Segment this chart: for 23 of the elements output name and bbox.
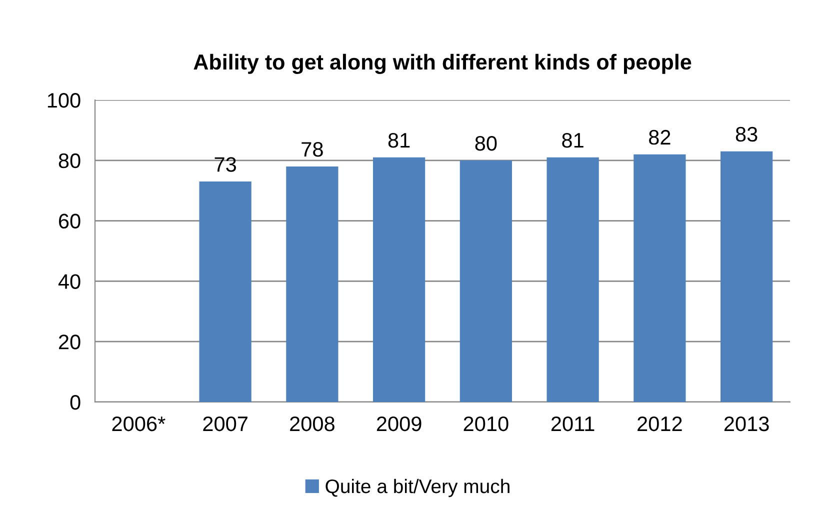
y-tick-label: 80 — [58, 153, 80, 168]
data-label: 83 — [736, 126, 758, 142]
data-label: 81 — [388, 132, 410, 148]
chart-title: Ability to get along with different kinds of people — [194, 54, 692, 74]
data-label: 78 — [302, 142, 323, 157]
data-label: 82 — [649, 130, 670, 145]
data-label: 81 — [562, 132, 584, 148]
y-tick-label: 60 — [59, 214, 80, 229]
x-tick-label: 2009 — [376, 416, 422, 432]
x-tick-label: 2013 — [724, 416, 769, 432]
y-tick-label: 100 — [48, 93, 80, 108]
data-label: 80 — [475, 136, 497, 151]
legend-label: Quite a bit/Very much — [326, 478, 510, 498]
x-tick-label: 2007 — [203, 416, 248, 432]
x-tick-label: 2012 — [638, 416, 682, 432]
x-tick-label: 2008 — [290, 416, 334, 432]
x-tick-label: 2006* — [112, 416, 166, 432]
y-tick-label: 40 — [58, 274, 80, 289]
x-tick-label: 2010 — [464, 416, 508, 432]
y-tick-label: 0 — [70, 395, 80, 410]
x-tick-label: 2011 — [551, 416, 594, 432]
y-tick-label: 20 — [58, 334, 80, 350]
data-label: 73 — [214, 157, 236, 172]
